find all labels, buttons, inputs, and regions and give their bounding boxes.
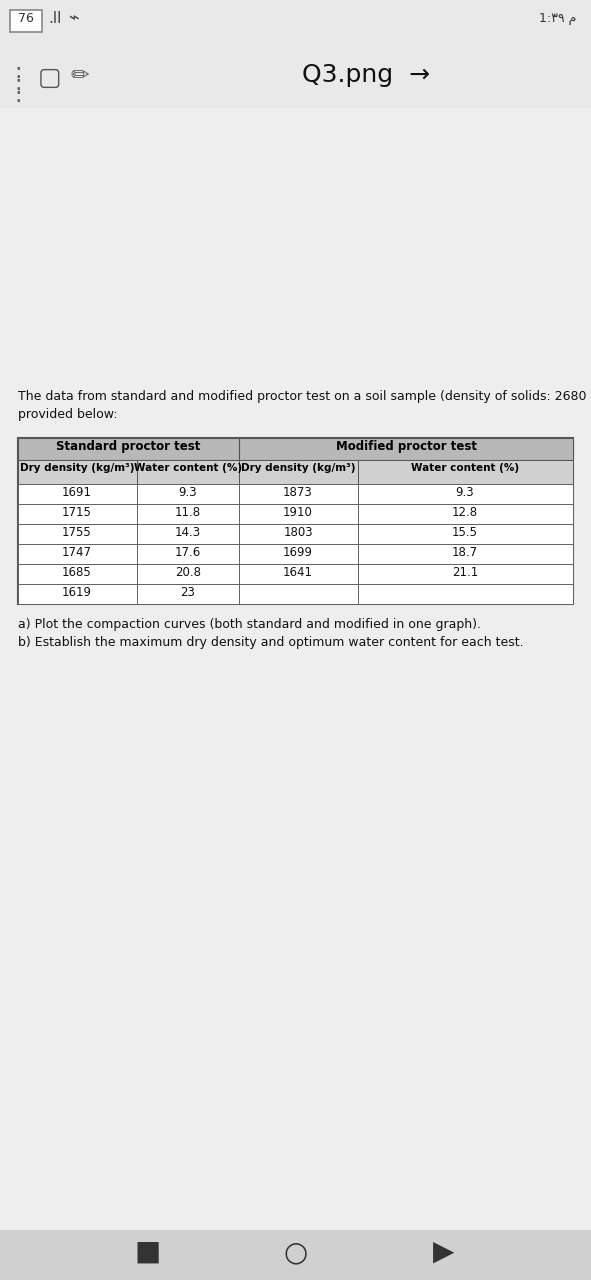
Bar xyxy=(137,544,239,564)
Text: 17.6: 17.6 xyxy=(175,547,201,559)
Text: :: : xyxy=(14,74,22,93)
Bar xyxy=(18,484,137,504)
Text: Q3.png  →: Q3.png → xyxy=(303,63,430,87)
Text: Dry density (kg/m³): Dry density (kg/m³) xyxy=(20,463,134,474)
Text: 15.5: 15.5 xyxy=(452,526,478,539)
Bar xyxy=(239,438,573,460)
Text: 1691: 1691 xyxy=(62,486,92,499)
Bar xyxy=(137,504,239,524)
Bar xyxy=(18,564,137,584)
Bar xyxy=(18,504,137,524)
Text: 1641: 1641 xyxy=(283,566,313,579)
Text: 76: 76 xyxy=(18,12,34,26)
Text: 1803: 1803 xyxy=(283,526,313,539)
Text: 14.3: 14.3 xyxy=(175,526,201,539)
Text: ■: ■ xyxy=(135,1238,161,1266)
Text: 21.1: 21.1 xyxy=(452,566,478,579)
Bar xyxy=(10,10,42,32)
Bar xyxy=(137,564,239,584)
Bar xyxy=(0,108,591,1230)
Text: 1699: 1699 xyxy=(283,547,313,559)
Bar xyxy=(239,544,358,564)
Text: 1619: 1619 xyxy=(62,586,92,599)
Bar xyxy=(18,584,137,604)
Text: 1747: 1747 xyxy=(62,547,92,559)
Bar xyxy=(358,564,573,584)
Text: 18.7: 18.7 xyxy=(452,547,478,559)
Text: ○: ○ xyxy=(283,1238,308,1266)
Bar xyxy=(137,524,239,544)
Text: 9.3: 9.3 xyxy=(178,486,197,499)
Bar xyxy=(18,460,137,484)
Bar xyxy=(0,0,591,47)
Text: 20.8: 20.8 xyxy=(175,566,201,579)
Bar xyxy=(18,438,239,460)
Text: 1685: 1685 xyxy=(62,566,92,579)
Text: 12.8: 12.8 xyxy=(452,506,478,518)
Bar xyxy=(137,484,239,504)
Bar xyxy=(0,47,591,108)
Bar xyxy=(358,584,573,604)
Text: ✏: ✏ xyxy=(71,67,89,86)
Text: 1755: 1755 xyxy=(62,526,92,539)
Text: ⌁: ⌁ xyxy=(68,10,79,28)
Text: Dry density (kg/m³): Dry density (kg/m³) xyxy=(241,463,355,474)
Bar xyxy=(239,484,358,504)
Text: The data from standard and modified proctor test on a soil sample (density of so: The data from standard and modified proc… xyxy=(18,390,591,403)
Text: 1:٣٩ م: 1:٣٩ م xyxy=(538,12,576,26)
Bar xyxy=(358,484,573,504)
Text: provided below:: provided below: xyxy=(18,408,118,421)
Text: :: : xyxy=(14,61,22,82)
Bar xyxy=(18,544,137,564)
Text: Standard proctor test: Standard proctor test xyxy=(56,440,200,453)
Bar xyxy=(358,504,573,524)
Text: ▶: ▶ xyxy=(433,1238,454,1266)
Text: 1873: 1873 xyxy=(283,486,313,499)
Text: 1910: 1910 xyxy=(283,506,313,518)
Bar xyxy=(358,524,573,544)
Bar xyxy=(18,524,137,544)
Text: .ll: .ll xyxy=(48,12,61,26)
Bar xyxy=(239,460,358,484)
Bar xyxy=(239,584,358,604)
Text: Modified proctor test: Modified proctor test xyxy=(336,440,476,453)
Text: 9.3: 9.3 xyxy=(456,486,475,499)
Text: 1715: 1715 xyxy=(62,506,92,518)
Text: b) Establish the maximum dry density and optimum water content for each test.: b) Establish the maximum dry density and… xyxy=(18,636,524,649)
Bar xyxy=(239,524,358,544)
Bar xyxy=(239,564,358,584)
Bar xyxy=(137,584,239,604)
Text: 11.8: 11.8 xyxy=(175,506,201,518)
Bar xyxy=(137,460,239,484)
Text: Water content (%): Water content (%) xyxy=(411,463,519,474)
Bar xyxy=(358,460,573,484)
Bar xyxy=(18,438,573,604)
Bar xyxy=(0,1230,591,1280)
Text: ▢: ▢ xyxy=(38,67,62,90)
Text: Water content (%): Water content (%) xyxy=(134,463,242,474)
Text: :: : xyxy=(14,86,22,106)
Bar xyxy=(239,504,358,524)
Text: 23: 23 xyxy=(181,586,196,599)
Bar xyxy=(358,544,573,564)
Text: a) Plot the compaction curves (both standard and modified in one graph).: a) Plot the compaction curves (both stan… xyxy=(18,618,481,631)
